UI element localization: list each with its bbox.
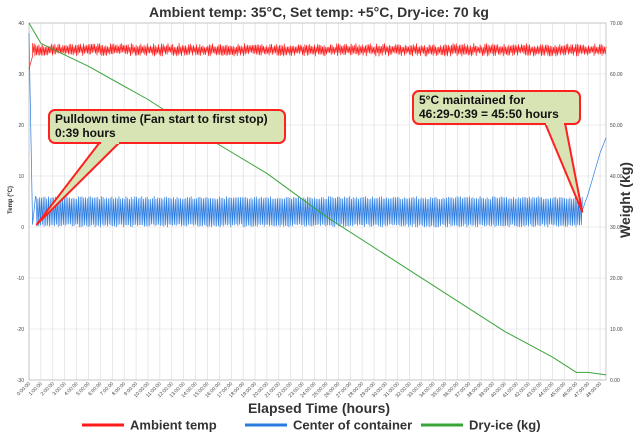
series-line-center-of-container — [28, 33, 607, 228]
y-ticks-left: 40 30 20 10 0 -10 -20 -30 — [17, 21, 24, 384]
callout-annotation: Pulldown time (Fan start to first stop)0… — [35, 109, 286, 226]
legend: Ambient temp Center of container Dry-ice (… — [82, 418, 541, 433]
y-tick-label-left: 30 — [18, 72, 24, 78]
series-line-ambient-temp — [28, 43, 607, 69]
series-line-dry-ice-kg — [28, 22, 607, 376]
series-layer — [28, 22, 607, 376]
y-tick-label-left: 20 — [18, 123, 24, 129]
legend-label: Ambient temp — [130, 418, 217, 433]
y-tick-label-right: 20.00 — [610, 276, 623, 282]
plot-area-border — [28, 22, 607, 381]
callout-joint — [546, 121, 564, 125]
y-tick-label-left: 40 — [18, 21, 24, 27]
chart-title: Ambient temp: 35°C, Set temp: +5°C, Dry-… — [149, 4, 489, 20]
callout-box — [412, 90, 581, 125]
y-tick-label-right: 0.00 — [610, 378, 620, 384]
x-ticks: 0:00:001:00:002:00:003:00:004:00:005:00:… — [16, 381, 603, 399]
y-tick-label-left: 10 — [18, 174, 24, 180]
y-tick-label-left: -10 — [17, 276, 24, 282]
y-tick-label-left: 0 — [21, 225, 24, 231]
callout-pointer — [35, 141, 121, 226]
legend-item: Center of container — [245, 418, 412, 433]
x-axis-label: Elapsed Time (hours) — [248, 400, 390, 416]
callout-text-line: 46:29-0:39 = 45:50 hours — [419, 107, 559, 121]
callout-joint — [101, 140, 119, 144]
y-tick-label-right: 30.00 — [610, 225, 623, 231]
y-tick-label-left: -30 — [17, 378, 24, 384]
legend-label: Center of container — [293, 418, 412, 433]
y-tick-label-left: -20 — [17, 327, 24, 333]
y-axis-label-left: Temp (°C) — [8, 186, 14, 214]
y-tick-label-right: 50.00 — [610, 123, 623, 129]
y-tick-label-right: 40.00 — [610, 174, 623, 180]
y-axis-label-right: Weight (kg) — [617, 162, 633, 238]
y-tick-label-right: 10.00 — [610, 327, 623, 333]
callout-box — [48, 109, 286, 144]
callouts: Pulldown time (Fan start to first stop)0… — [35, 90, 584, 226]
y-ticks-right: 70.00 60.00 50.00 40.00 30.00 20.00 10.00 0.00 — [610, 21, 623, 384]
callout-text-line: Pulldown time (Fan start to first stop) — [55, 112, 268, 126]
legend-item: Dry-ice (kg) — [421, 418, 541, 433]
callout-text-line: 5°C maintained for — [419, 93, 525, 107]
y-tick-label-right: 60.00 — [610, 72, 623, 78]
y-tick-label-right: 70.00 — [610, 21, 623, 27]
legend-item: Ambient temp — [82, 418, 217, 433]
callout-text-line: 0:39 hours — [55, 126, 116, 140]
legend-label: Dry-ice (kg) — [469, 418, 541, 433]
